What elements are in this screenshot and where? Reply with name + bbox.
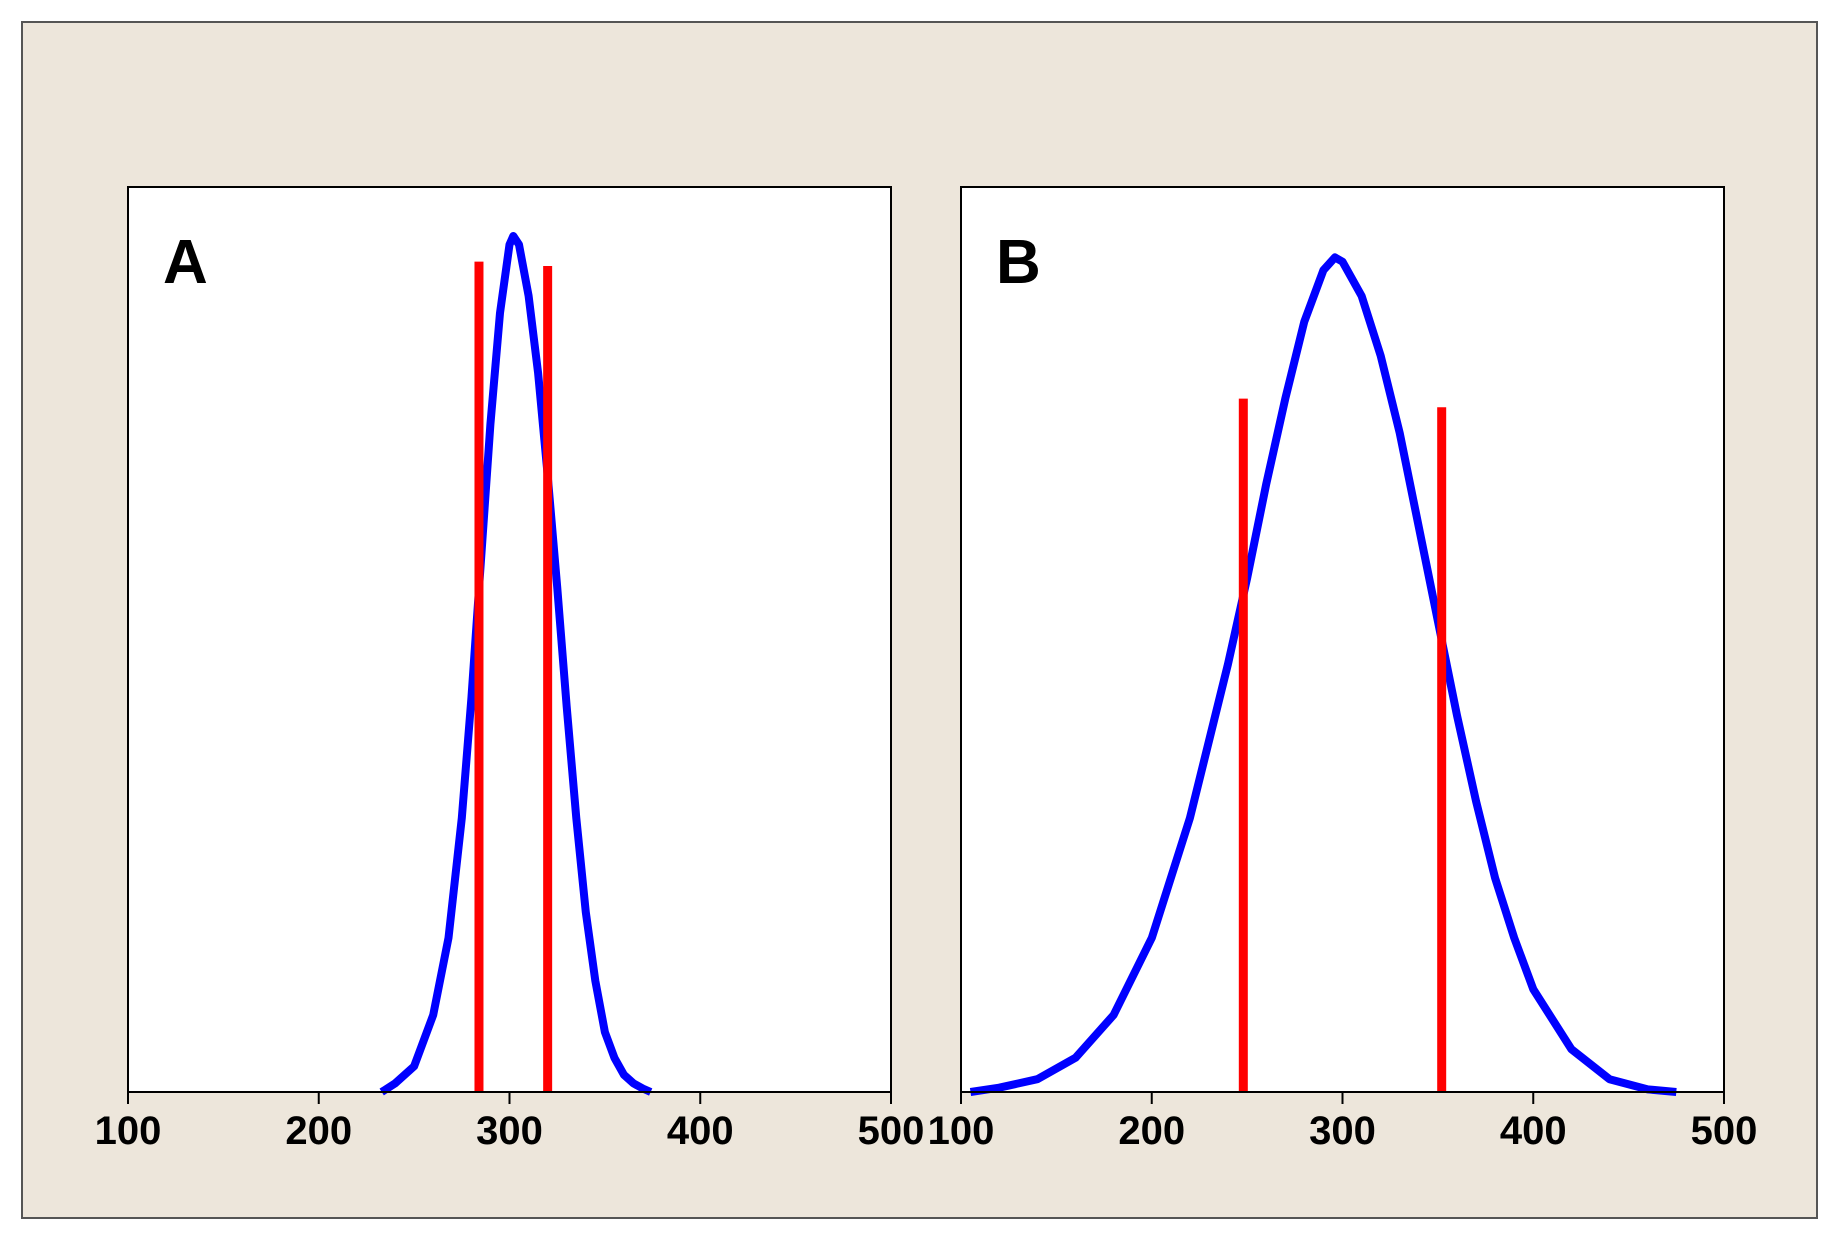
panel-a-tick-label: 100: [95, 1109, 162, 1153]
panel-b-interval-lines: [1238, 398, 1447, 1092]
panel-b-label: B: [996, 228, 1041, 297]
panel-b-tick-label: 400: [1500, 1109, 1567, 1153]
panel-a-tick-label: 400: [667, 1109, 734, 1153]
panel-a-tick-label: 300: [476, 1109, 543, 1153]
panel-a-tick-label: 500: [858, 1109, 925, 1153]
panel-b-x-ticks: 100 200 300 400 500: [928, 1092, 1758, 1153]
panel-a-label: A: [163, 228, 208, 297]
panel-a-tick-label: 200: [285, 1109, 352, 1153]
panel-b-tick-label: 500: [1691, 1109, 1758, 1153]
panel-b-tick-label: 200: [1118, 1109, 1185, 1153]
panel-b-tick-label: 300: [1309, 1109, 1376, 1153]
panel-b-plot-area: [960, 186, 1725, 1093]
panel-b-tick-label: 100: [928, 1109, 995, 1153]
panel-a-density-curve: [379, 232, 653, 1096]
panel-a: 100 200 300 400 500 A: [95, 186, 925, 1153]
panel-a-plot-area: [127, 186, 892, 1093]
panel-a-interval-lines: [474, 261, 553, 1092]
panel-b: 100 200 300 400 500 B: [928, 186, 1758, 1153]
panel-b-density-curve: [969, 253, 1677, 1096]
panel-a-x-ticks: 100 200 300 400 500: [95, 1092, 925, 1153]
